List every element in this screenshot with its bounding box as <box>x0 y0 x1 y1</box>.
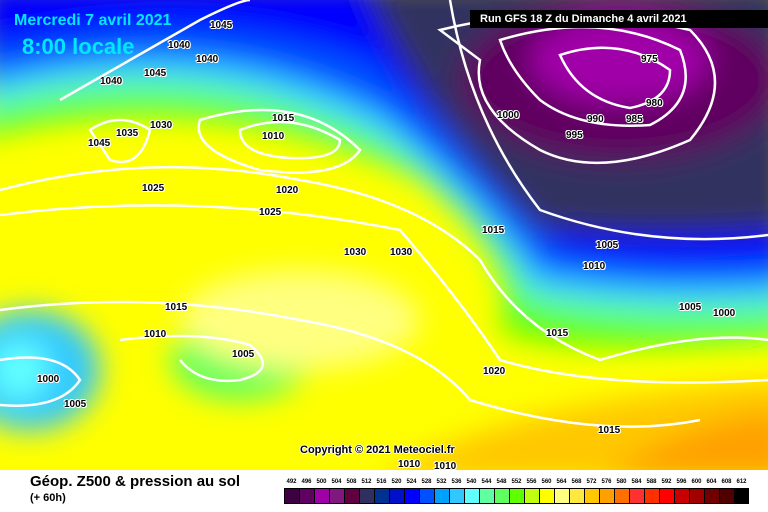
legend-value: 500 <box>316 479 327 485</box>
legend-value: 580 <box>616 479 627 485</box>
color-legend: 492 496 500 504 508 512 516 520 524 528 532 536 540 5… <box>284 479 749 504</box>
legend-value: 524 <box>406 479 417 485</box>
chart-title: Géop. Z500 & pression au sol <box>30 473 241 490</box>
legend-value: 504 <box>331 479 342 485</box>
legend-swatch: 580 <box>614 479 629 504</box>
legend-value: 568 <box>571 479 582 485</box>
copyright-text: Copyright © 2021 Meteociel.fr <box>300 444 455 456</box>
legend-value: 560 <box>541 479 552 485</box>
legend-swatch: 532 <box>434 479 449 504</box>
legend-swatch: 604 <box>704 479 719 504</box>
legend-value: 528 <box>421 479 432 485</box>
legend-value: 492 <box>286 479 297 485</box>
legend-swatch: 528 <box>419 479 434 504</box>
legend-value: 532 <box>436 479 447 485</box>
legend-value: 536 <box>451 479 462 485</box>
legend-swatch: 588 <box>644 479 659 504</box>
forecast-offset: (+ 60h) <box>30 492 66 504</box>
forecast-local-time: 8:00 locale <box>22 34 135 59</box>
legend-value: 564 <box>556 479 567 485</box>
legend-swatch: 516 <box>374 479 389 504</box>
legend-value: 552 <box>511 479 522 485</box>
legend-swatch: 600 <box>689 479 704 504</box>
legend-value: 576 <box>601 479 612 485</box>
legend-value: 516 <box>376 479 387 485</box>
legend-value: 592 <box>661 479 672 485</box>
legend-swatch: 524 <box>404 479 419 504</box>
legend-value: 588 <box>646 479 657 485</box>
legend-value: 496 <box>301 479 312 485</box>
legend-value: 572 <box>586 479 597 485</box>
legend-swatch: 584 <box>629 479 644 504</box>
legend-value: 612 <box>736 479 747 485</box>
legend-value: 508 <box>346 479 357 485</box>
legend-value: 584 <box>631 479 642 485</box>
forecast-date: Mercredi 7 avril 2021 <box>14 12 172 29</box>
legend-swatch: 568 <box>569 479 584 504</box>
legend-swatch: 596 <box>674 479 689 504</box>
legend-swatch: 512 <box>359 479 374 504</box>
legend-swatch: 548 <box>494 479 509 504</box>
legend-swatch: 536 <box>449 479 464 504</box>
legend-swatch: 496 <box>299 479 314 504</box>
legend-value: 540 <box>466 479 477 485</box>
legend-swatch: 608 <box>719 479 734 504</box>
legend-value: 600 <box>691 479 702 485</box>
legend-value: 520 <box>391 479 402 485</box>
legend-swatch: 564 <box>554 479 569 504</box>
legend-swatch: 552 <box>509 479 524 504</box>
weather-map <box>0 0 768 470</box>
legend-swatch: 556 <box>524 479 539 504</box>
legend-swatch: 520 <box>389 479 404 504</box>
legend-swatch: 576 <box>599 479 614 504</box>
isobars <box>0 0 768 428</box>
legend-value: 604 <box>706 479 717 485</box>
legend-swatch: 504 <box>329 479 344 504</box>
legend-value: 556 <box>526 479 537 485</box>
legend-swatch: 492 <box>284 479 299 504</box>
legend-swatch: 560 <box>539 479 554 504</box>
legend-swatch: 540 <box>464 479 479 504</box>
legend-swatch: 544 <box>479 479 494 504</box>
legend-value: 512 <box>361 479 372 485</box>
model-run-banner: Run GFS 18 Z du Dimanche 4 avril 2021 <box>470 10 768 28</box>
legend-swatch: 572 <box>584 479 599 504</box>
legend-value: 548 <box>496 479 507 485</box>
legend-swatch: 500 <box>314 479 329 504</box>
legend-value: 608 <box>721 479 732 485</box>
legend-value: 596 <box>676 479 687 485</box>
legend-swatch: 592 <box>659 479 674 504</box>
legend-swatch: 612 <box>734 479 749 504</box>
legend-swatch: 508 <box>344 479 359 504</box>
legend-value: 544 <box>481 479 492 485</box>
